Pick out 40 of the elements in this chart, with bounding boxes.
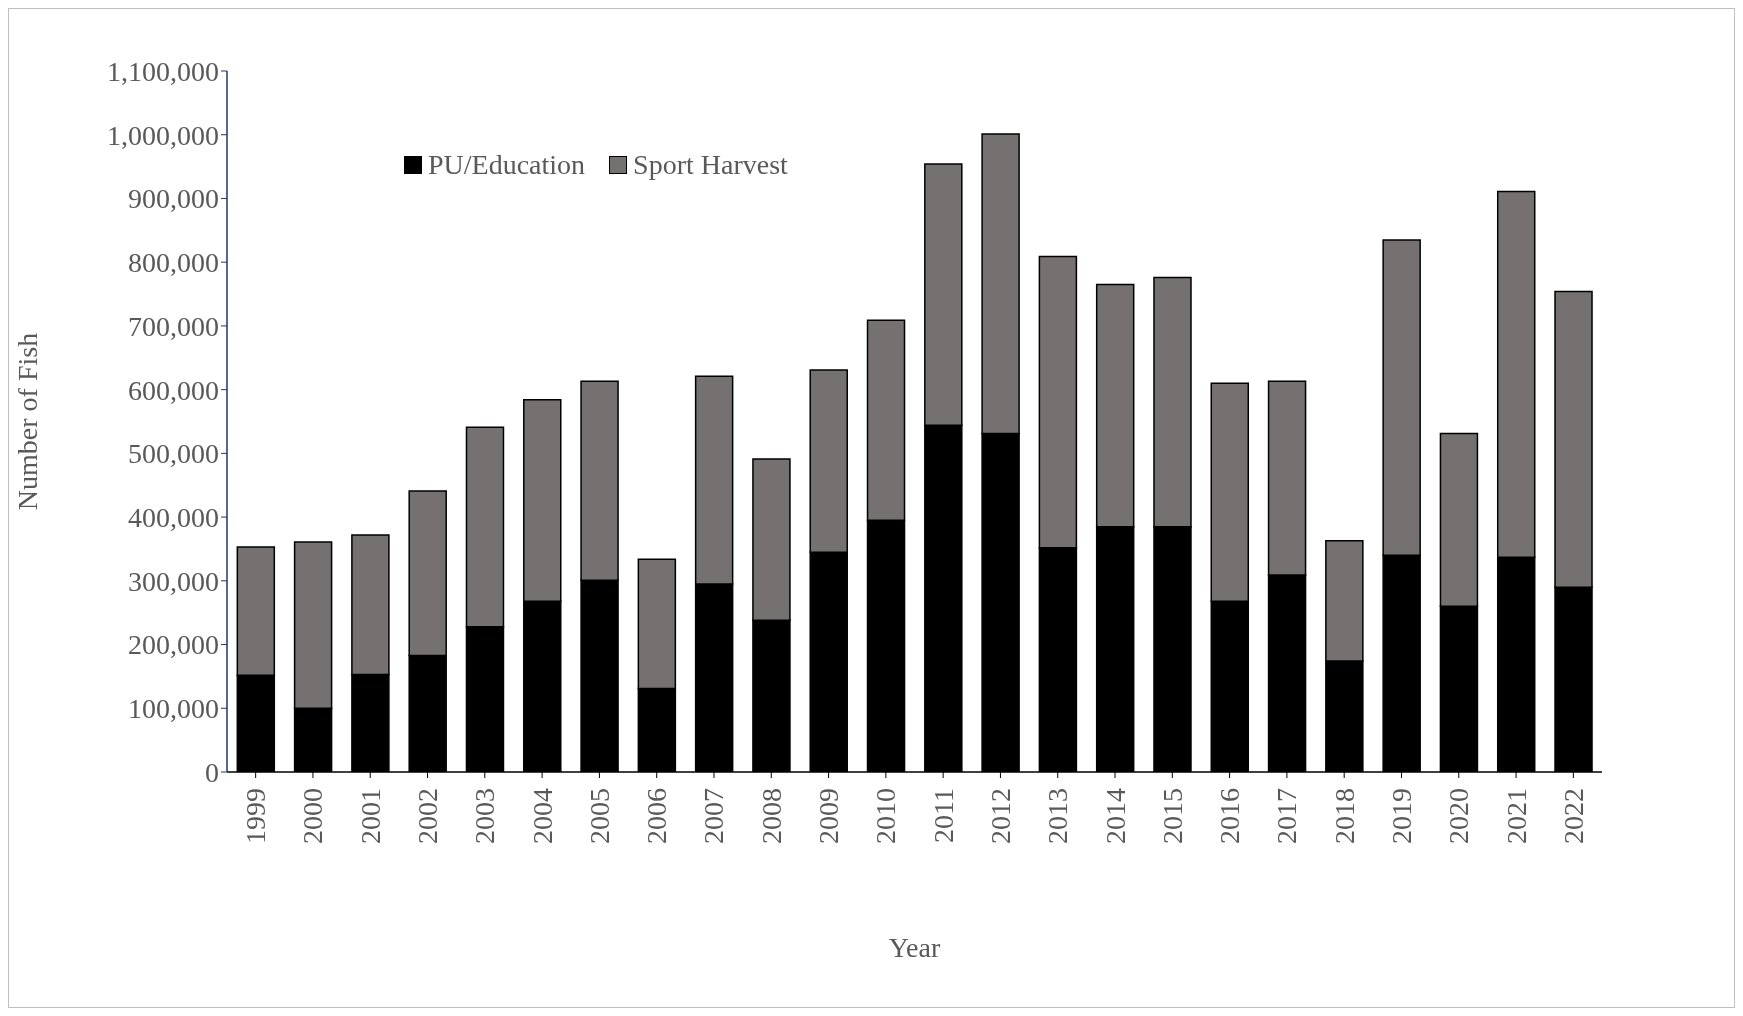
legend-label: Sport Harvest — [633, 149, 788, 181]
y-tick-label: 900,000 — [128, 183, 219, 215]
x-tick-label: 2009 — [813, 788, 845, 844]
y-tick-label: 100,000 — [128, 693, 219, 725]
y-tick-label: 400,000 — [128, 502, 219, 534]
x-axis-title: Year — [888, 932, 941, 963]
y-tick-label: 300,000 — [128, 565, 219, 597]
y-tick-label: 800,000 — [128, 247, 219, 279]
y-tick-label: 600,000 — [128, 374, 219, 406]
x-tick-label: 2018 — [1328, 788, 1360, 844]
x-tick-label: 2012 — [984, 788, 1016, 844]
x-tick-label: 2019 — [1385, 788, 1417, 844]
x-tick-label: 2016 — [1214, 788, 1246, 844]
x-tick-label: 2011 — [927, 788, 959, 843]
y-tick-label: 200,000 — [128, 629, 219, 661]
x-tick-label: 2004 — [526, 788, 558, 844]
x-tick-label: 2000 — [297, 788, 329, 844]
x-tick-label: 2017 — [1271, 788, 1303, 844]
y-tick-label: 0 — [205, 756, 219, 788]
x-tick-label: 2007 — [698, 788, 730, 844]
x-tick-label: 2022 — [1557, 788, 1589, 844]
legend-label: PU/Education — [428, 149, 586, 181]
y-tick-label: 1,100,000 — [107, 55, 219, 87]
x-tick-label: 2020 — [1443, 788, 1475, 844]
x-tick-label: 2001 — [354, 788, 386, 844]
y-axis-title: Number of Fish — [11, 332, 43, 511]
x-tick-label: 2006 — [641, 788, 673, 844]
y-tick-label: 700,000 — [128, 310, 219, 342]
x-tick-label: 2002 — [412, 788, 444, 844]
x-tick-label: 2005 — [583, 788, 615, 844]
x-tick-label: 2008 — [755, 788, 787, 844]
y-tick-label: 500,000 — [128, 438, 219, 470]
x-tick-label: 2003 — [469, 788, 501, 844]
x-tick-label: 2013 — [1042, 788, 1074, 844]
y-tick-label: 1,000,000 — [107, 119, 219, 151]
x-tick-label: 2010 — [870, 788, 902, 844]
x-tick-label: 1999 — [240, 788, 272, 844]
x-tick-label: 2015 — [1156, 788, 1188, 844]
x-tick-label: 2021 — [1500, 788, 1532, 844]
x-tick-label: 2014 — [1099, 788, 1131, 844]
